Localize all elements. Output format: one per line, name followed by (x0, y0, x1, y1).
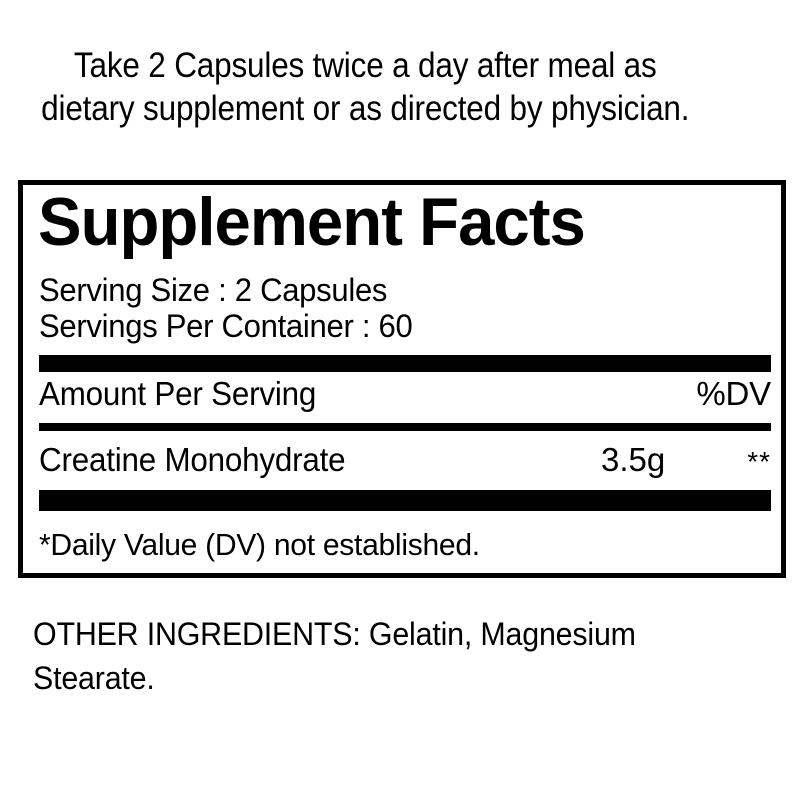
rule-thick-top (39, 355, 771, 372)
table-row: Creatine Monohydrate 3.5g ** (39, 441, 771, 486)
nutrient-amount: 3.5g (601, 441, 666, 478)
directions-text: Take 2 Capsules twice a day after meal a… (41, 46, 690, 128)
rule-thin-middle (39, 423, 771, 431)
servings-per-container-line: Servings Per Container : 60 (39, 308, 413, 344)
page-title: Supplement Facts (38, 184, 586, 260)
daily-value-footnote: *Daily Value (DV) not established. (39, 527, 480, 562)
nutrient-daily-value: ** (747, 446, 771, 477)
serving-size-line: Serving Size : 2 Capsules (39, 272, 388, 308)
daily-value-header-label: %DV (696, 375, 771, 412)
other-ingredients-text: OTHER INGREDIENTS: Gelatin, Magnesium St… (33, 616, 636, 696)
rule-thick-bottom (39, 490, 771, 511)
table-header-row: Amount Per Serving %DV (39, 375, 771, 419)
nutrient-name: Creatine Monohydrate (39, 441, 346, 478)
amount-per-serving-label: Amount Per Serving (39, 375, 317, 412)
supplement-facts-panel: Supplement Facts Serving Size : 2 Capsul… (18, 180, 786, 578)
supplement-facts-inner: Supplement Facts Serving Size : 2 Capsul… (23, 185, 781, 573)
